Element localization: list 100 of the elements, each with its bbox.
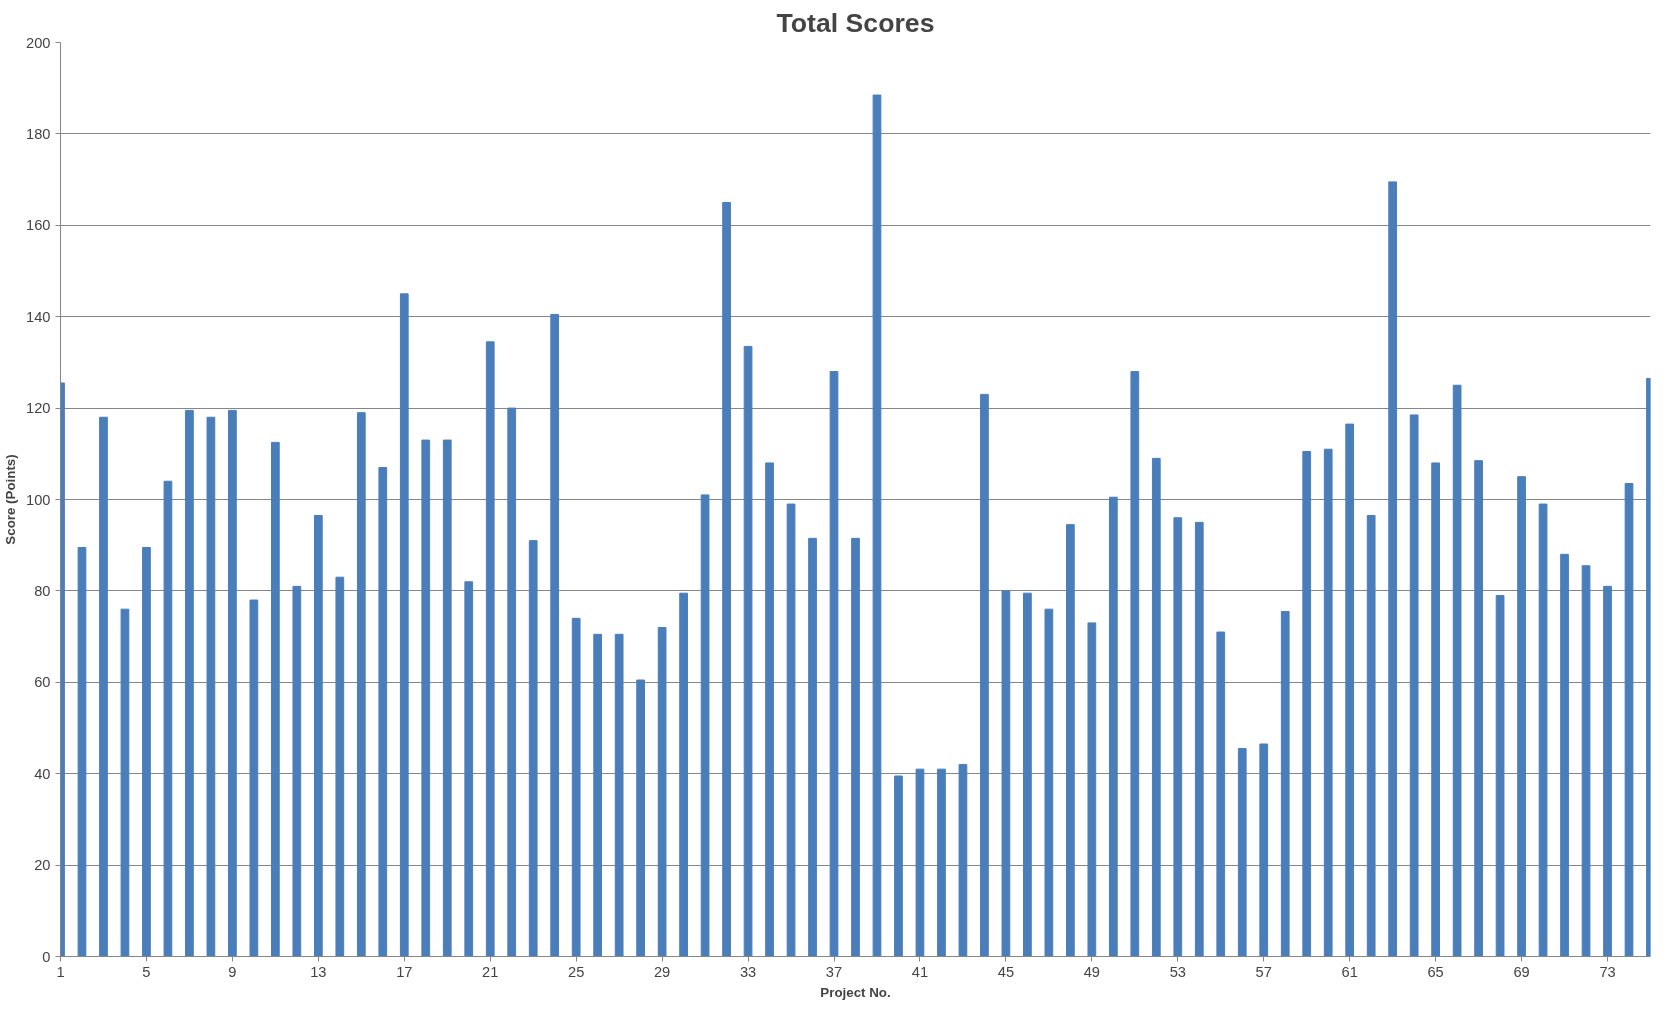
bar <box>249 599 259 957</box>
y-tick-label: 180 <box>26 125 51 142</box>
bar <box>1517 476 1526 957</box>
x-tick-label: 73 <box>1599 963 1616 980</box>
bar <box>1431 462 1440 957</box>
x-tick-label: 21 <box>482 963 499 980</box>
bar <box>1044 608 1054 957</box>
bar <box>485 341 495 957</box>
bar <box>1280 610 1290 957</box>
bar <box>1409 414 1419 957</box>
bar <box>292 585 302 957</box>
y-tick-label: 200 <box>26 34 51 51</box>
x-tick-label: 57 <box>1255 963 1272 980</box>
x-tick-label: 9 <box>228 963 237 980</box>
x-tick-label: 37 <box>825 963 843 980</box>
x-tick-label: 41 <box>911 963 929 980</box>
bar <box>1538 503 1548 957</box>
x-tick-label: 49 <box>1083 963 1101 980</box>
bar <box>1560 553 1569 957</box>
bar <box>915 768 925 957</box>
bar <box>313 514 323 957</box>
bar <box>1087 622 1097 957</box>
bar <box>507 407 517 957</box>
bar <box>1023 592 1032 957</box>
bar <box>1216 631 1226 957</box>
bar <box>1345 423 1355 957</box>
bar <box>679 592 688 957</box>
chart-title: Total Scores <box>776 7 935 38</box>
y-tick-label: 80 <box>34 582 51 599</box>
bar <box>421 439 431 957</box>
bar <box>636 679 645 957</box>
bar <box>829 371 839 957</box>
bar <box>1259 743 1269 957</box>
y-tick-label: 40 <box>34 765 51 782</box>
bar <box>142 546 151 957</box>
bar <box>1302 451 1312 957</box>
bar <box>1581 565 1591 957</box>
bar <box>1066 524 1075 957</box>
bar <box>571 617 581 957</box>
bar <box>399 293 409 957</box>
bar <box>163 480 173 957</box>
x-tick-label: 45 <box>997 963 1015 980</box>
bar <box>378 467 388 957</box>
x-tick-label: 33 <box>739 963 757 980</box>
x-tick-label: 25 <box>568 963 585 980</box>
bar <box>1151 457 1161 957</box>
bar <box>1495 594 1505 957</box>
bar <box>1173 517 1183 957</box>
bar <box>765 462 774 957</box>
bar <box>120 608 130 957</box>
x-tick-label: 69 <box>1513 963 1530 980</box>
bar <box>722 201 731 957</box>
bar <box>980 393 989 957</box>
bar <box>743 345 753 957</box>
bar <box>1237 748 1247 957</box>
bar <box>1452 384 1462 957</box>
bar <box>1603 585 1612 957</box>
x-tick-label: 13 <box>310 963 327 980</box>
y-tick-label: 160 <box>26 217 51 234</box>
bar <box>593 633 603 957</box>
bar <box>528 540 538 957</box>
bar <box>851 537 860 957</box>
x-tick-label: 65 <box>1427 963 1444 980</box>
bar <box>808 537 817 957</box>
x-tick-label: 5 <box>142 963 151 980</box>
y-axis-title: Score (Points) <box>3 454 19 545</box>
bar <box>1366 514 1376 957</box>
bar <box>464 581 474 957</box>
x-tick-label: 61 <box>1341 963 1358 980</box>
bar <box>937 768 946 957</box>
bar <box>958 764 968 957</box>
bar <box>786 503 796 957</box>
bar <box>77 546 87 957</box>
bar <box>550 313 560 957</box>
y-tick-label: 140 <box>26 308 51 325</box>
bar <box>1388 181 1398 957</box>
bar <box>185 409 194 957</box>
bar <box>1624 483 1634 957</box>
y-tick-label: 20 <box>34 857 51 874</box>
x-axis-title: Project No. <box>820 984 891 1000</box>
y-tick-label: 120 <box>26 400 51 417</box>
bar <box>206 416 216 957</box>
bar <box>1194 521 1204 957</box>
bar <box>271 441 280 957</box>
bar <box>442 439 452 957</box>
bar <box>894 775 903 957</box>
y-tick-label: 100 <box>26 491 51 508</box>
bar <box>700 494 710 957</box>
y-tick-label: 0 <box>42 948 51 965</box>
bar <box>1130 371 1140 957</box>
bar <box>356 412 366 957</box>
bar <box>1001 590 1011 957</box>
bar <box>872 94 882 957</box>
x-tick-label: 1 <box>56 963 65 980</box>
x-tick-label: 53 <box>1169 963 1186 980</box>
x-tick-label: 17 <box>396 963 413 980</box>
bar <box>1108 496 1118 957</box>
bar <box>1474 460 1483 957</box>
bar <box>614 633 624 957</box>
bar <box>1323 448 1333 957</box>
